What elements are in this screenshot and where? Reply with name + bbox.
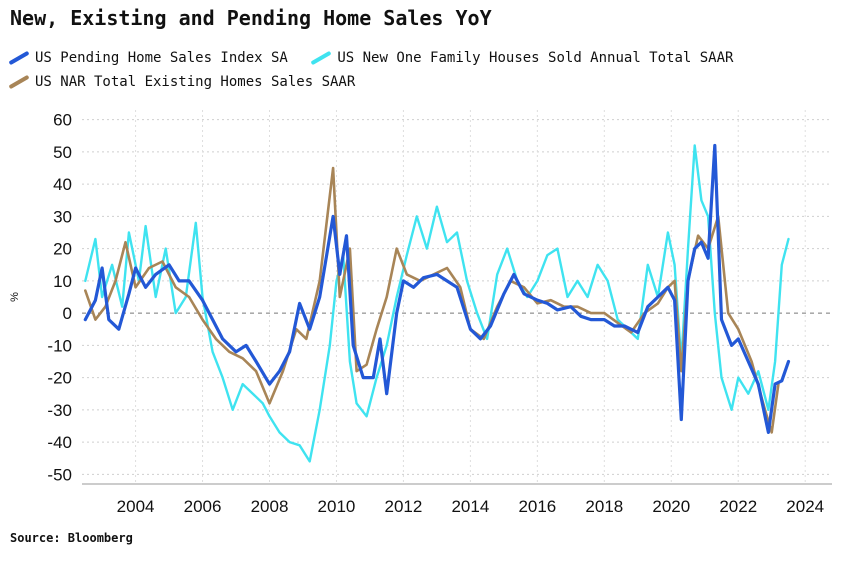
x-tick-label-3: 2010 (318, 497, 356, 516)
legend-item-new: US New One Family Houses Sold Annual Tot… (310, 46, 733, 70)
plot-area (82, 110, 832, 484)
y-tick-label-7: -10 (47, 336, 72, 355)
y-tick-label-6: 0 (63, 304, 72, 323)
series-line-1 (84, 144, 790, 463)
legend-label-existing: US NAR Total Existing Homes Sales SAAR (35, 74, 356, 90)
y-tick-label-9: -30 (47, 401, 72, 420)
x-tick-label-2: 2008 (251, 497, 289, 516)
y-tick-label-1: 50 (53, 143, 72, 162)
chart-title: New, Existing and Pending Home Sales YoY (10, 6, 492, 30)
y-tick-label-8: -20 (47, 369, 72, 388)
x-tick-label-1: 2006 (184, 497, 222, 516)
legend-item-pending: US Pending Home Sales Index SA (8, 46, 288, 70)
y-tick-label-4: 20 (53, 240, 72, 259)
y-tick-label-3: 30 (53, 207, 72, 226)
x-tick-label-5: 2014 (451, 497, 489, 516)
source-note: Source: Bloomberg (10, 531, 133, 545)
legend-label-new: US New One Family Houses Sold Annual Tot… (337, 50, 734, 66)
y-axis-label: % (9, 292, 21, 302)
x-tick-label-6: 2016 (518, 497, 556, 516)
x-tick-label-7: 2018 (585, 497, 623, 516)
x-tick-label-10: 2024 (786, 497, 824, 516)
legend-label-pending: US Pending Home Sales Index SA (35, 50, 288, 66)
y-tick-label-5: 10 (53, 272, 72, 291)
x-tick-label-0: 2004 (117, 497, 155, 516)
y-tick-label-10: -40 (47, 433, 72, 452)
x-tick-label-4: 2012 (385, 497, 423, 516)
x-tick-label-9: 2022 (719, 497, 757, 516)
y-tick-label-0: 60 (53, 111, 72, 130)
legend-item-existing: US NAR Total Existing Homes Sales SAAR (8, 70, 355, 94)
chart-legend: US Pending Home Sales Index SA US New On… (8, 46, 843, 94)
y-tick-label-11: -50 (47, 465, 72, 484)
x-tick-label-8: 2020 (652, 497, 690, 516)
series-line-0 (83, 143, 791, 434)
y-tick-label-2: 40 (53, 175, 72, 194)
